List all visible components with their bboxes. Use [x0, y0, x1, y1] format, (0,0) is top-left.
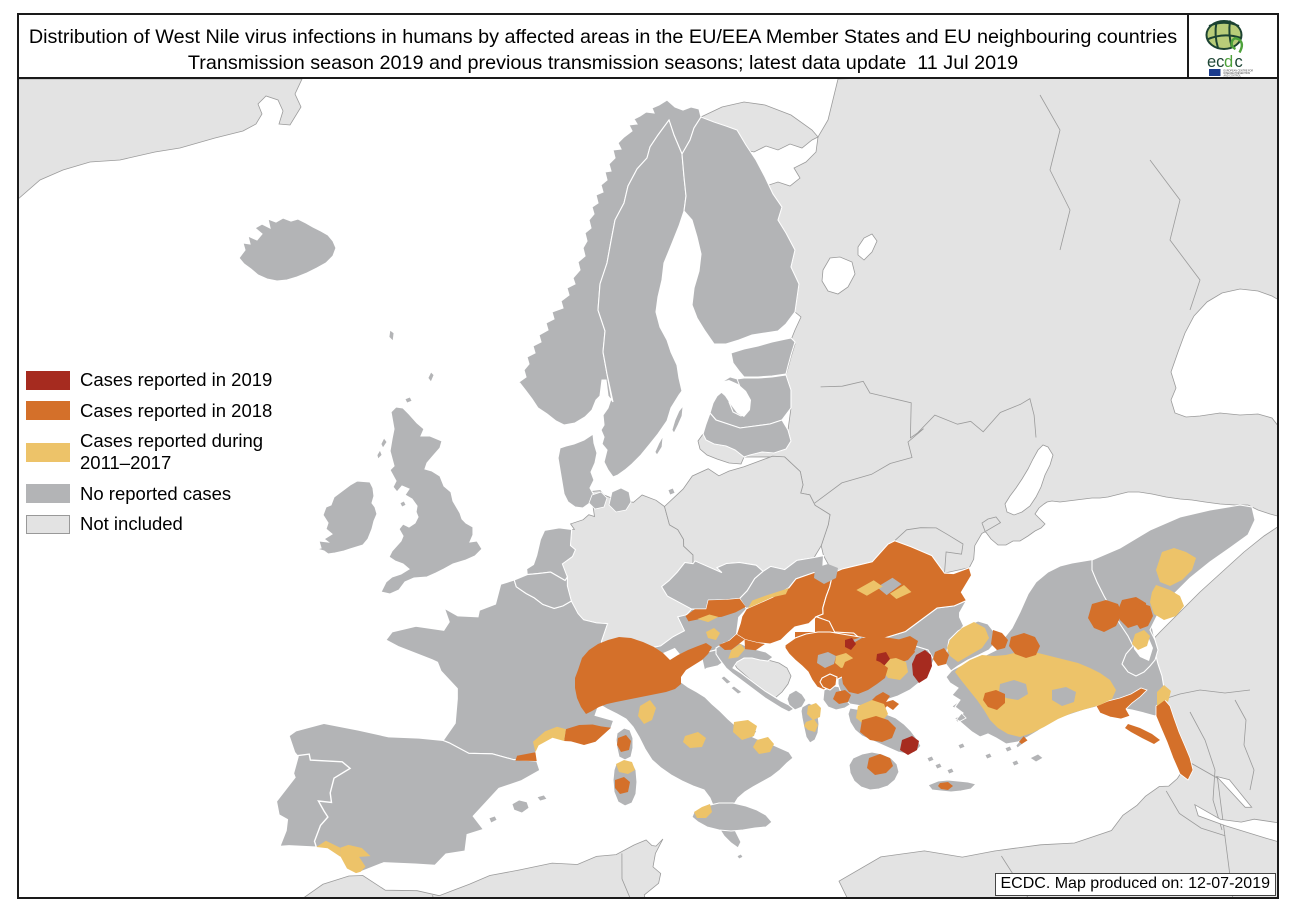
svg-text:d: d [1224, 53, 1233, 71]
svg-text:c: c [1235, 53, 1243, 71]
svg-text:DISEASE PREVENTION: DISEASE PREVENTION [1224, 72, 1251, 75]
svg-text:AND CONTROL: AND CONTROL [1224, 75, 1242, 78]
svg-text:EUROPEAN CENTRE FOR: EUROPEAN CENTRE FOR [1224, 70, 1254, 73]
svg-text:ec: ec [1207, 53, 1224, 71]
